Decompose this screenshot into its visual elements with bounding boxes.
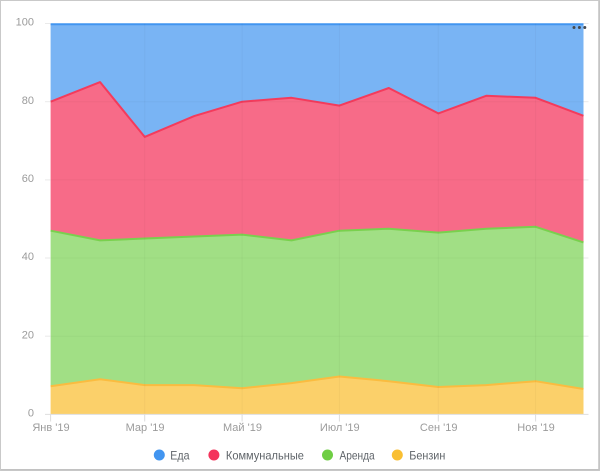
svg-text:Еда: Еда: [170, 449, 189, 463]
svg-text:0: 0: [28, 408, 34, 420]
svg-text:Янв '19: Янв '19: [32, 422, 69, 434]
svg-text:Аренда: Аренда: [340, 449, 375, 463]
svg-text:Май '19: Май '19: [223, 422, 262, 434]
svg-text:100: 100: [16, 17, 34, 29]
svg-text:60: 60: [22, 173, 34, 185]
svg-text:Бензин: Бензин: [409, 449, 445, 463]
svg-text:20: 20: [22, 329, 34, 341]
svg-text:Коммунальные: Коммунальные: [226, 449, 304, 463]
svg-text:Ноя '19: Ноя '19: [517, 422, 554, 434]
svg-text:Мар '19: Мар '19: [126, 422, 165, 434]
svg-text:Июл '19: Июл '19: [320, 422, 360, 434]
svg-text:Сен '19: Сен '19: [420, 422, 458, 434]
svg-text:80: 80: [22, 95, 34, 107]
svg-text:40: 40: [22, 251, 34, 263]
